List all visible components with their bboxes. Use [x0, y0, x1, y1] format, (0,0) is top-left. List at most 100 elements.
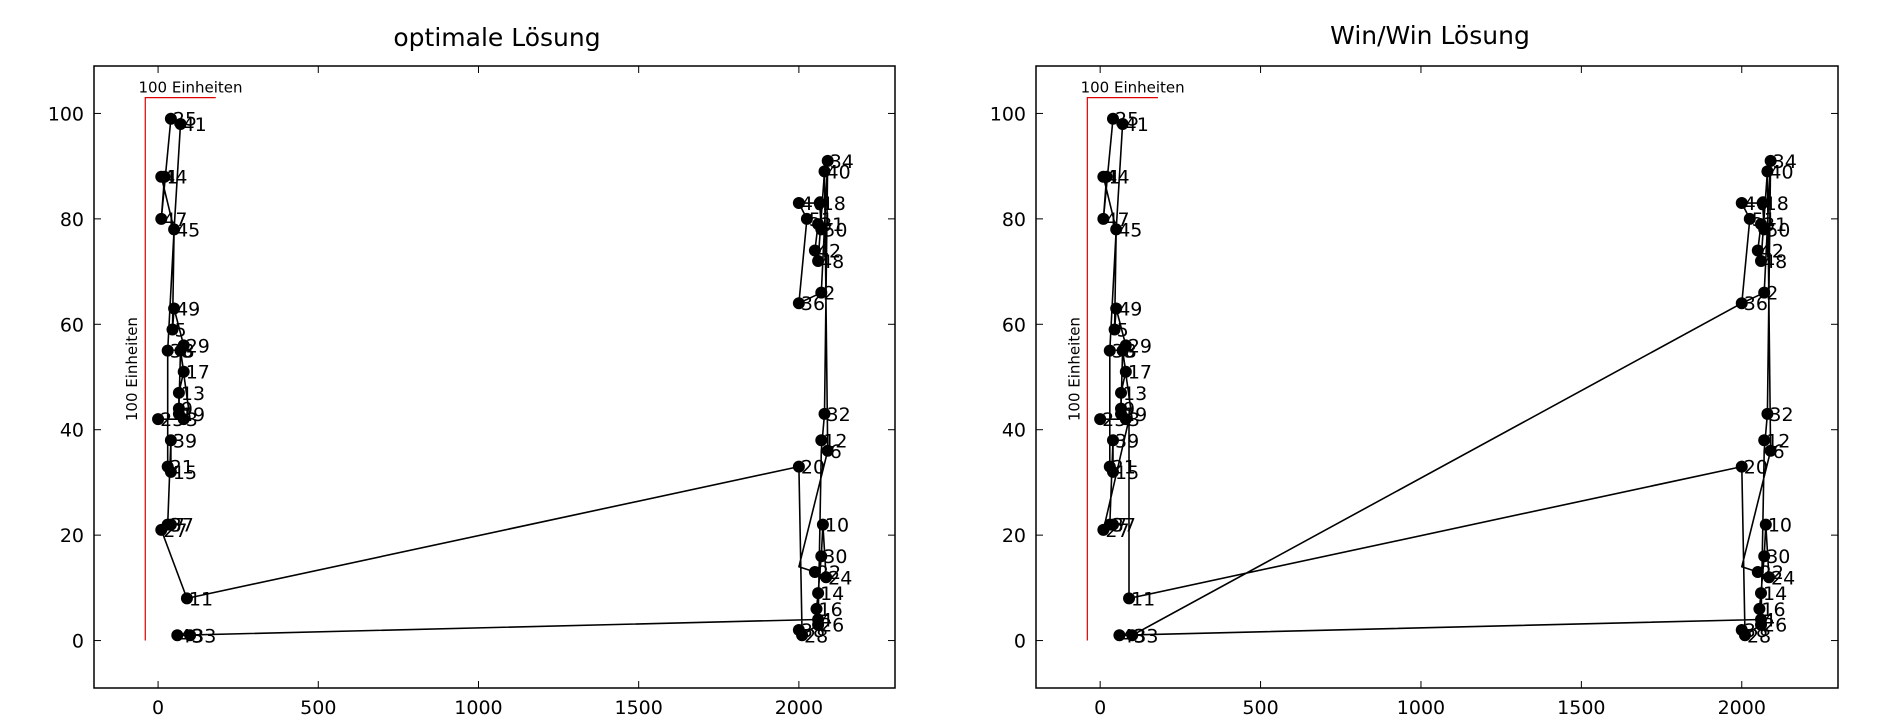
city-label: 33 — [1134, 625, 1158, 647]
city-label: 46 — [1744, 193, 1768, 215]
city-label: 32 — [827, 404, 851, 426]
city-point — [1753, 602, 1766, 615]
left-scale-x-label: 100 Einheiten — [138, 79, 242, 97]
right-scale-x-label: 100 Einheiten — [1081, 79, 1185, 97]
city-point — [155, 212, 168, 225]
city-point — [792, 297, 805, 310]
x-tick-label: 0 — [152, 697, 164, 719]
city-label: 42 — [817, 240, 841, 262]
city-label: 15 — [1115, 462, 1139, 484]
city-point — [161, 460, 174, 473]
city-label: 35 — [1112, 341, 1136, 363]
city-point — [1761, 407, 1774, 420]
city-point — [161, 518, 174, 531]
city-point — [1103, 460, 1116, 473]
city-point — [821, 444, 834, 457]
city-point — [812, 618, 825, 631]
city-point — [1115, 407, 1128, 420]
city-label: 35 — [170, 341, 194, 363]
city-label: 40 — [827, 161, 851, 183]
city-label: 7 — [173, 515, 185, 537]
city-point — [1758, 550, 1771, 563]
city-point — [792, 197, 805, 210]
city-label: 46 — [801, 193, 825, 215]
city-label: 2 — [823, 283, 835, 305]
city-label: 16 — [819, 599, 843, 621]
city-point — [818, 165, 831, 178]
city-label: 23 — [1102, 409, 1126, 431]
city-label: 34 — [830, 151, 854, 173]
city-label: 1 — [166, 167, 178, 189]
city-point — [820, 571, 833, 584]
city-label: 17 — [1128, 362, 1152, 384]
city-label: 50 — [1766, 219, 1790, 241]
city-point — [1761, 165, 1774, 178]
city-label: 26 — [1763, 615, 1787, 637]
city-label: 15 — [173, 462, 197, 484]
city-point — [177, 339, 190, 352]
city-label: 11 — [189, 588, 213, 610]
city-point — [1758, 223, 1771, 236]
city-label: 37 — [170, 515, 194, 537]
y-tick-label: 80 — [60, 209, 84, 231]
city-point — [166, 323, 179, 336]
right-scale-bar — [1086, 97, 1158, 641]
city-label: 26 — [820, 615, 844, 637]
city-point — [1735, 624, 1748, 637]
city-label: 11 — [1131, 588, 1155, 610]
city-label: 41 — [1125, 114, 1149, 136]
city-point — [172, 407, 185, 420]
y-tick-label: 80 — [1002, 209, 1026, 231]
city-point — [1123, 592, 1136, 605]
city-label: 5 — [1117, 320, 1129, 342]
city-label: 21 — [1112, 457, 1136, 479]
city-point — [1758, 434, 1771, 447]
y-tick-label: 20 — [60, 525, 84, 547]
right-chart-title: Win/Win Lösung — [1330, 21, 1530, 50]
city-point — [1110, 223, 1123, 236]
city-label: 2 — [1766, 283, 1778, 305]
city-label: 24 — [828, 567, 852, 589]
left-scale-bar — [144, 97, 216, 641]
city-point — [1094, 413, 1107, 426]
city-point — [1103, 344, 1116, 357]
city-point — [1758, 286, 1771, 299]
city-label: 23 — [160, 409, 184, 431]
city-label: 20 — [1744, 457, 1768, 479]
city-point — [808, 566, 821, 579]
city-point — [168, 302, 181, 315]
city-point — [184, 629, 197, 642]
city-point — [1764, 444, 1777, 457]
city-label: 39 — [173, 430, 197, 452]
city-point — [815, 434, 828, 447]
city-point — [155, 170, 168, 183]
city-label: 44 — [1105, 167, 1129, 189]
city-point — [180, 592, 193, 605]
city-point — [792, 624, 805, 637]
city-label: 42 — [1760, 240, 1784, 262]
left-plot-frame — [93, 65, 896, 689]
city-label: 10 — [825, 515, 849, 537]
x-tick-label: 2000 — [1718, 697, 1766, 719]
city-label: 40 — [1769, 161, 1793, 183]
city-label: 38 — [801, 620, 825, 642]
city-point — [171, 629, 184, 642]
city-label: 28 — [1747, 625, 1771, 647]
city-label: 32 — [1769, 404, 1793, 426]
city-label: 49 — [176, 298, 200, 320]
city-point — [1755, 587, 1768, 600]
city-point — [792, 460, 805, 473]
city-label: 43 — [1121, 625, 1145, 647]
city-point — [812, 255, 825, 268]
city-point — [1108, 323, 1121, 336]
city-label: 17 — [186, 362, 210, 384]
x-tick-label: 1000 — [1397, 697, 1445, 719]
city-label: 28 — [804, 625, 828, 647]
city-label: 48 — [1763, 251, 1787, 273]
city-label: 12 — [1766, 430, 1790, 452]
y-tick-label: 100 — [990, 103, 1026, 125]
city-point — [174, 117, 187, 130]
city-label: 3 — [1128, 409, 1140, 431]
x-tick-label: 1500 — [1557, 697, 1605, 719]
city-label: 51 — [809, 209, 833, 231]
